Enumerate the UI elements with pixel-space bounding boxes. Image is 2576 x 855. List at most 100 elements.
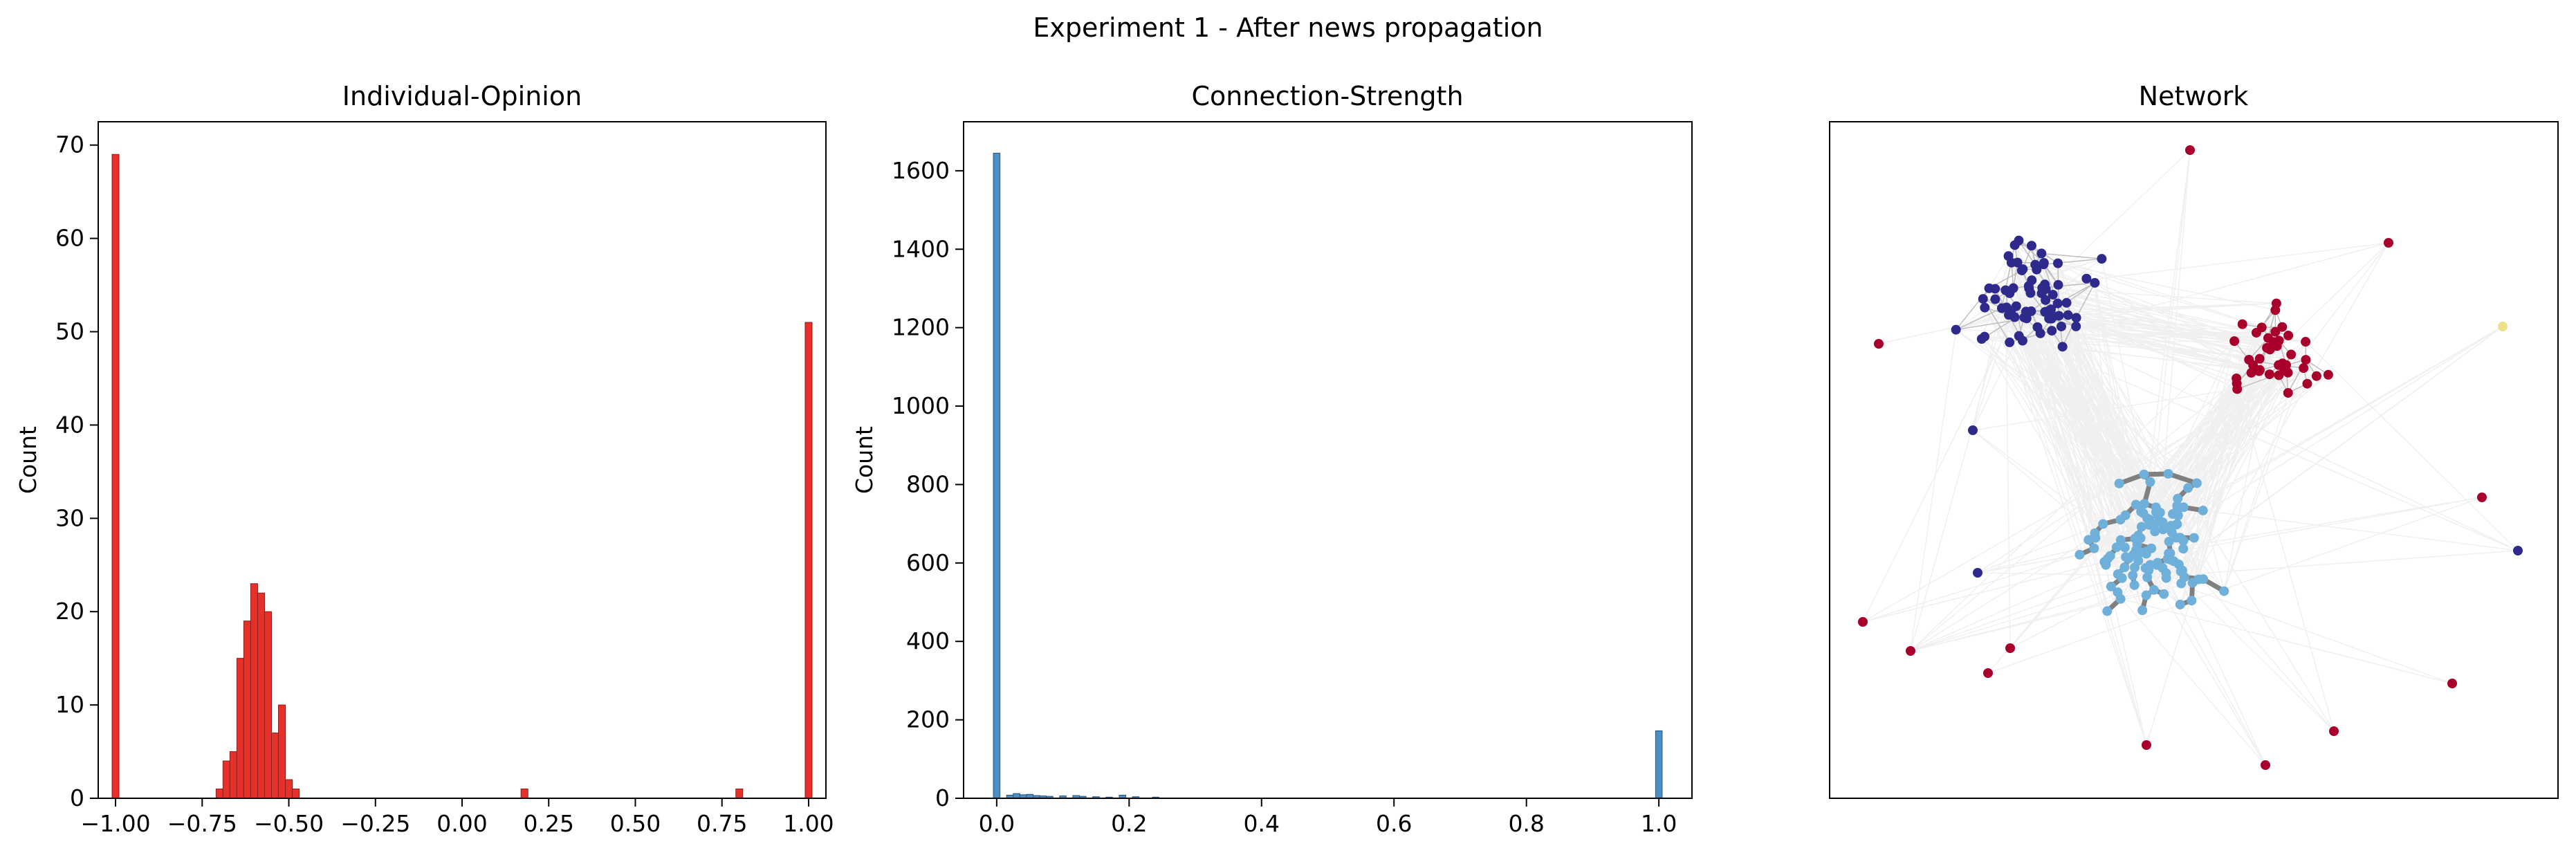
network-node bbox=[2283, 387, 2293, 398]
faint-edge bbox=[2001, 308, 2147, 746]
network-node bbox=[2090, 277, 2100, 288]
x-tick-label: 1.00 bbox=[783, 810, 834, 837]
network-node bbox=[2111, 542, 2122, 553]
histogram-bar bbox=[285, 779, 293, 799]
network-node bbox=[2323, 369, 2333, 380]
faint-edge bbox=[2018, 335, 2519, 551]
network-node bbox=[2447, 679, 2457, 688]
network-node bbox=[2164, 549, 2174, 559]
faint-edge bbox=[1988, 255, 2009, 289]
faint-edge bbox=[1862, 279, 2032, 623]
faint-edge bbox=[2021, 270, 2279, 376]
network-node bbox=[1990, 294, 2000, 304]
panel-title: Network bbox=[2139, 81, 2249, 111]
network-node bbox=[2026, 306, 2036, 316]
network-node bbox=[1874, 339, 1884, 349]
network-node bbox=[2158, 562, 2168, 573]
network-node bbox=[2014, 331, 2024, 341]
network-node bbox=[2183, 483, 2193, 493]
faint-edge bbox=[2029, 288, 2235, 342]
y-tick-label: 60 bbox=[55, 225, 84, 252]
faint-edge bbox=[1910, 329, 1957, 652]
weak-edge bbox=[1982, 298, 2016, 307]
network-node bbox=[2138, 508, 2149, 518]
y-tick-label: 200 bbox=[906, 706, 950, 733]
faint-edge bbox=[2149, 358, 2261, 483]
faint-edge bbox=[2041, 252, 2289, 336]
y-tick-label: 70 bbox=[55, 131, 84, 158]
faint-edge bbox=[2005, 290, 2011, 649]
network-node bbox=[2150, 526, 2160, 537]
network-node bbox=[2036, 288, 2047, 299]
network-node bbox=[2193, 574, 2204, 585]
network-node bbox=[2144, 565, 2154, 576]
network-node bbox=[2166, 521, 2176, 531]
network-node bbox=[2071, 321, 2081, 331]
histogram-bar bbox=[1013, 793, 1020, 799]
network-node bbox=[2145, 477, 2155, 487]
network-node bbox=[2265, 344, 2275, 355]
network-node bbox=[2161, 573, 2171, 583]
panel-network: Network bbox=[1829, 81, 2559, 799]
y-tick-label: 0 bbox=[70, 784, 84, 811]
bars-group bbox=[993, 152, 1663, 799]
network-node bbox=[2071, 313, 2081, 323]
faint-edge bbox=[2107, 558, 2453, 684]
panel-individual-opinion: Individual-Opinion −1.00 −0.75 −0.50 −0.25 0… bbox=[15, 81, 834, 837]
faint-edge bbox=[2076, 326, 2292, 356]
faint-edge bbox=[2018, 335, 2198, 484]
y-axis-label: Count bbox=[851, 426, 878, 494]
y-tick-label: 1600 bbox=[892, 157, 950, 184]
faint-edge bbox=[2202, 510, 2519, 551]
x-tick-label: −0.50 bbox=[254, 810, 324, 837]
network-node bbox=[2136, 522, 2146, 532]
network-node bbox=[2061, 297, 2072, 308]
network-node bbox=[2114, 478, 2124, 488]
faint-edge bbox=[2104, 562, 2147, 746]
weak-edge bbox=[2075, 282, 2096, 318]
network-node bbox=[2175, 599, 2185, 609]
histogram-bar bbox=[111, 154, 120, 799]
weak-edge bbox=[1956, 307, 2003, 331]
network-node bbox=[2128, 570, 2138, 580]
histogram-bar bbox=[993, 152, 1001, 799]
faint-edge bbox=[2018, 335, 2145, 504]
faint-edge bbox=[2036, 269, 2157, 513]
y-tick-label: 30 bbox=[55, 504, 84, 531]
faint-edge bbox=[1910, 340, 2235, 652]
faint-edge bbox=[2169, 541, 2335, 732]
network-node bbox=[2169, 556, 2179, 567]
faint-edge bbox=[2076, 317, 2276, 346]
histogram-bar bbox=[735, 789, 744, 799]
weak-edge bbox=[2042, 282, 2095, 289]
faint-edge bbox=[2180, 338, 2269, 605]
network-node bbox=[2089, 543, 2099, 553]
faint-edge bbox=[1987, 497, 2483, 674]
network-node bbox=[2117, 573, 2127, 583]
faint-edge bbox=[2148, 569, 2266, 766]
network-node bbox=[2142, 740, 2151, 750]
network-node bbox=[2035, 328, 2045, 338]
network-node bbox=[2039, 257, 2049, 268]
network-node bbox=[2175, 533, 2185, 543]
histogram-bar bbox=[229, 751, 237, 799]
faint-edge bbox=[2187, 375, 2280, 488]
network-node bbox=[2232, 378, 2242, 389]
network-node bbox=[2018, 264, 2028, 275]
network-node bbox=[2001, 302, 2012, 313]
network-node bbox=[2097, 254, 2107, 264]
faint-edge bbox=[2009, 340, 2235, 343]
network-node bbox=[2329, 726, 2339, 736]
faint-edge bbox=[2139, 326, 2503, 554]
weak-edge bbox=[2041, 252, 2102, 259]
faint-edge bbox=[1910, 572, 2166, 652]
x-tick-label: 0.75 bbox=[697, 810, 747, 837]
network-node bbox=[2026, 241, 2036, 251]
network-node bbox=[2477, 493, 2487, 502]
network-node bbox=[2008, 283, 2018, 293]
network-node bbox=[2283, 367, 2293, 378]
histogram-bar bbox=[215, 789, 223, 799]
x-axis: −1.00 −0.75 −0.50 −0.25 0.00 0.25 0.50 0.75 1.00 bbox=[80, 798, 834, 837]
network-node bbox=[2513, 546, 2523, 555]
y-tick-label: 20 bbox=[55, 598, 84, 625]
